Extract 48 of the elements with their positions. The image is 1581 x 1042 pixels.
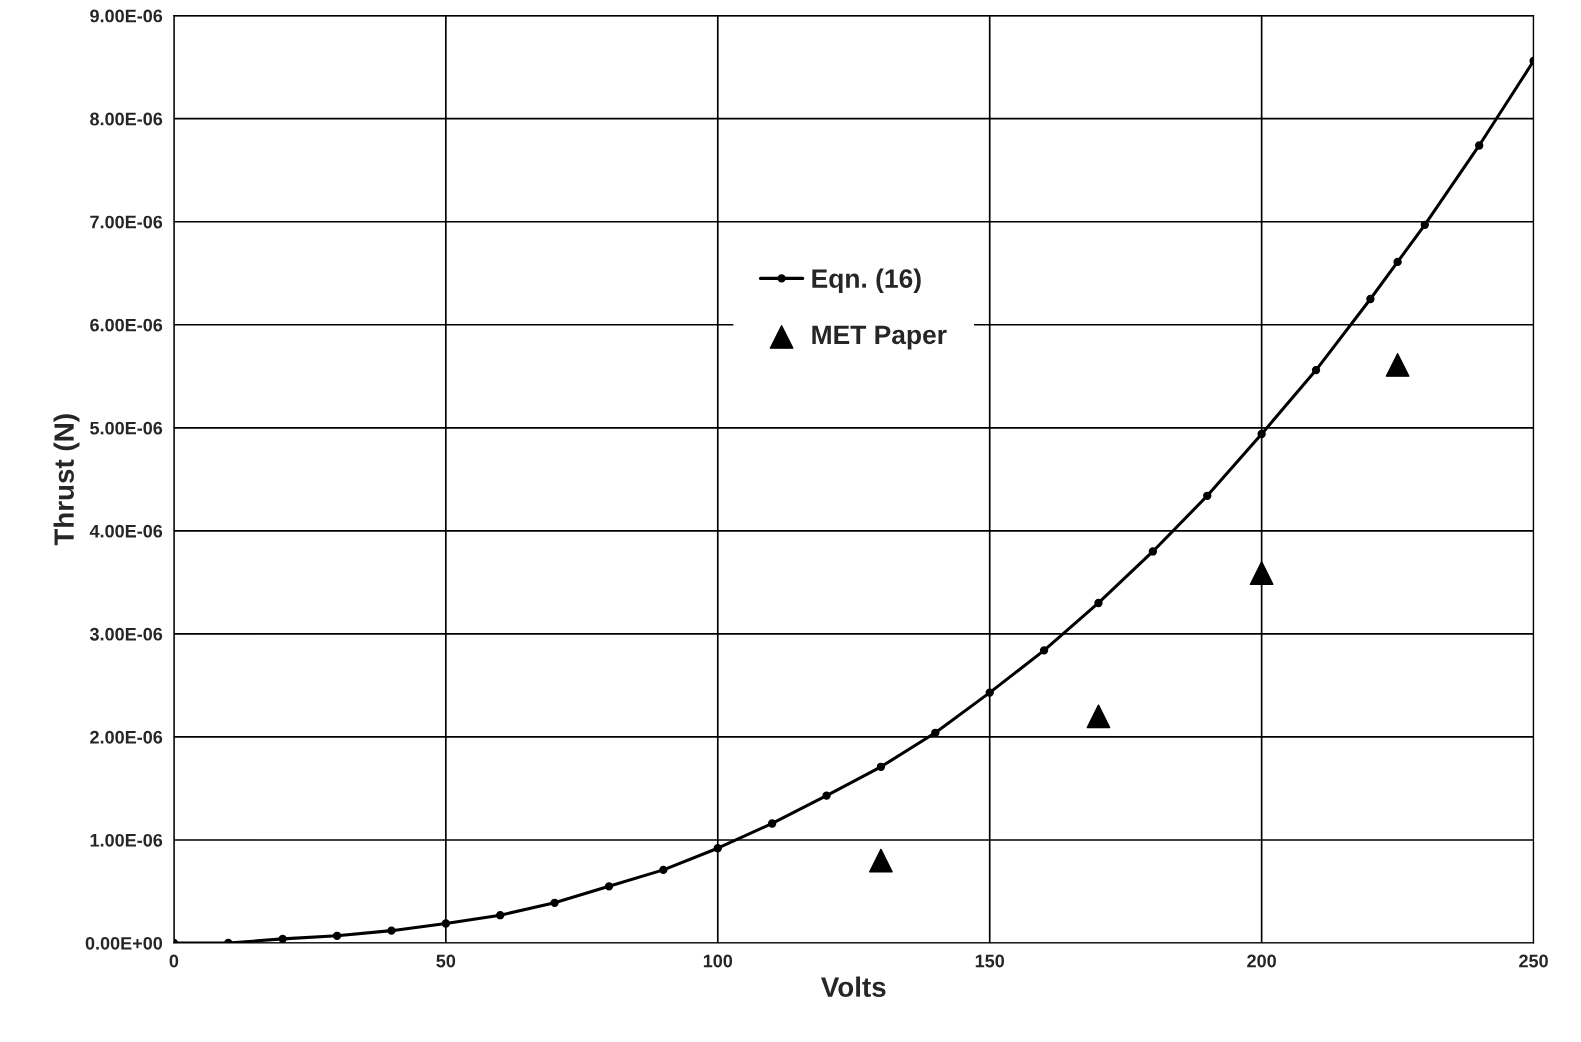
x-axis-title: Volts	[821, 976, 886, 997]
point	[278, 934, 287, 944]
y-tick-label: 8.00E-06	[90, 112, 163, 126]
point	[496, 911, 505, 920]
point	[1094, 598, 1103, 608]
point	[1249, 561, 1274, 585]
x-tick-label: 200	[1247, 954, 1276, 968]
point	[767, 819, 777, 828]
y-tick-label: 1.00E-06	[90, 833, 163, 847]
point	[604, 882, 614, 891]
point	[550, 898, 559, 907]
point	[1366, 294, 1375, 304]
point	[876, 762, 886, 771]
y-tick-label: 6.00E-06	[90, 318, 163, 332]
point	[1039, 646, 1049, 655]
point	[1203, 491, 1212, 500]
x-tick-label: 100	[703, 954, 733, 968]
y-tick-label: 9.00E-06	[90, 9, 163, 23]
point	[869, 848, 893, 873]
point	[1393, 257, 1402, 267]
point	[1475, 141, 1484, 150]
y-tick-label: 7.00E-06	[90, 215, 163, 229]
x-tick-label: 50	[436, 954, 456, 968]
x-tick-label: 0	[169, 954, 179, 968]
point	[1311, 365, 1321, 375]
point	[1086, 704, 1111, 729]
point	[713, 844, 722, 853]
y-tick-label: 5.00E-06	[90, 421, 163, 435]
x-tick-label: 150	[975, 954, 1005, 968]
y-tick-label: 0.00E+00	[85, 936, 163, 950]
y-tick-label: 3.00E-06	[89, 627, 163, 641]
y-tick-label: 4.00E-06	[89, 524, 163, 538]
point	[931, 728, 940, 737]
point	[822, 791, 831, 800]
legend-label: MET Paper	[812, 325, 947, 350]
legend-label: Eqn. (16)	[812, 268, 921, 294]
x-tick-label: 250	[1519, 954, 1548, 968]
y-axis-title: Thrust (N)	[53, 414, 80, 546]
point	[1148, 547, 1158, 556]
point	[441, 919, 451, 928]
point	[1420, 220, 1429, 229]
point	[659, 865, 668, 875]
y-tick-label: 2.00E-06	[90, 730, 163, 744]
point	[332, 931, 342, 940]
point	[1257, 429, 1266, 439]
point	[985, 688, 994, 697]
point	[387, 926, 396, 935]
point	[1385, 353, 1410, 377]
